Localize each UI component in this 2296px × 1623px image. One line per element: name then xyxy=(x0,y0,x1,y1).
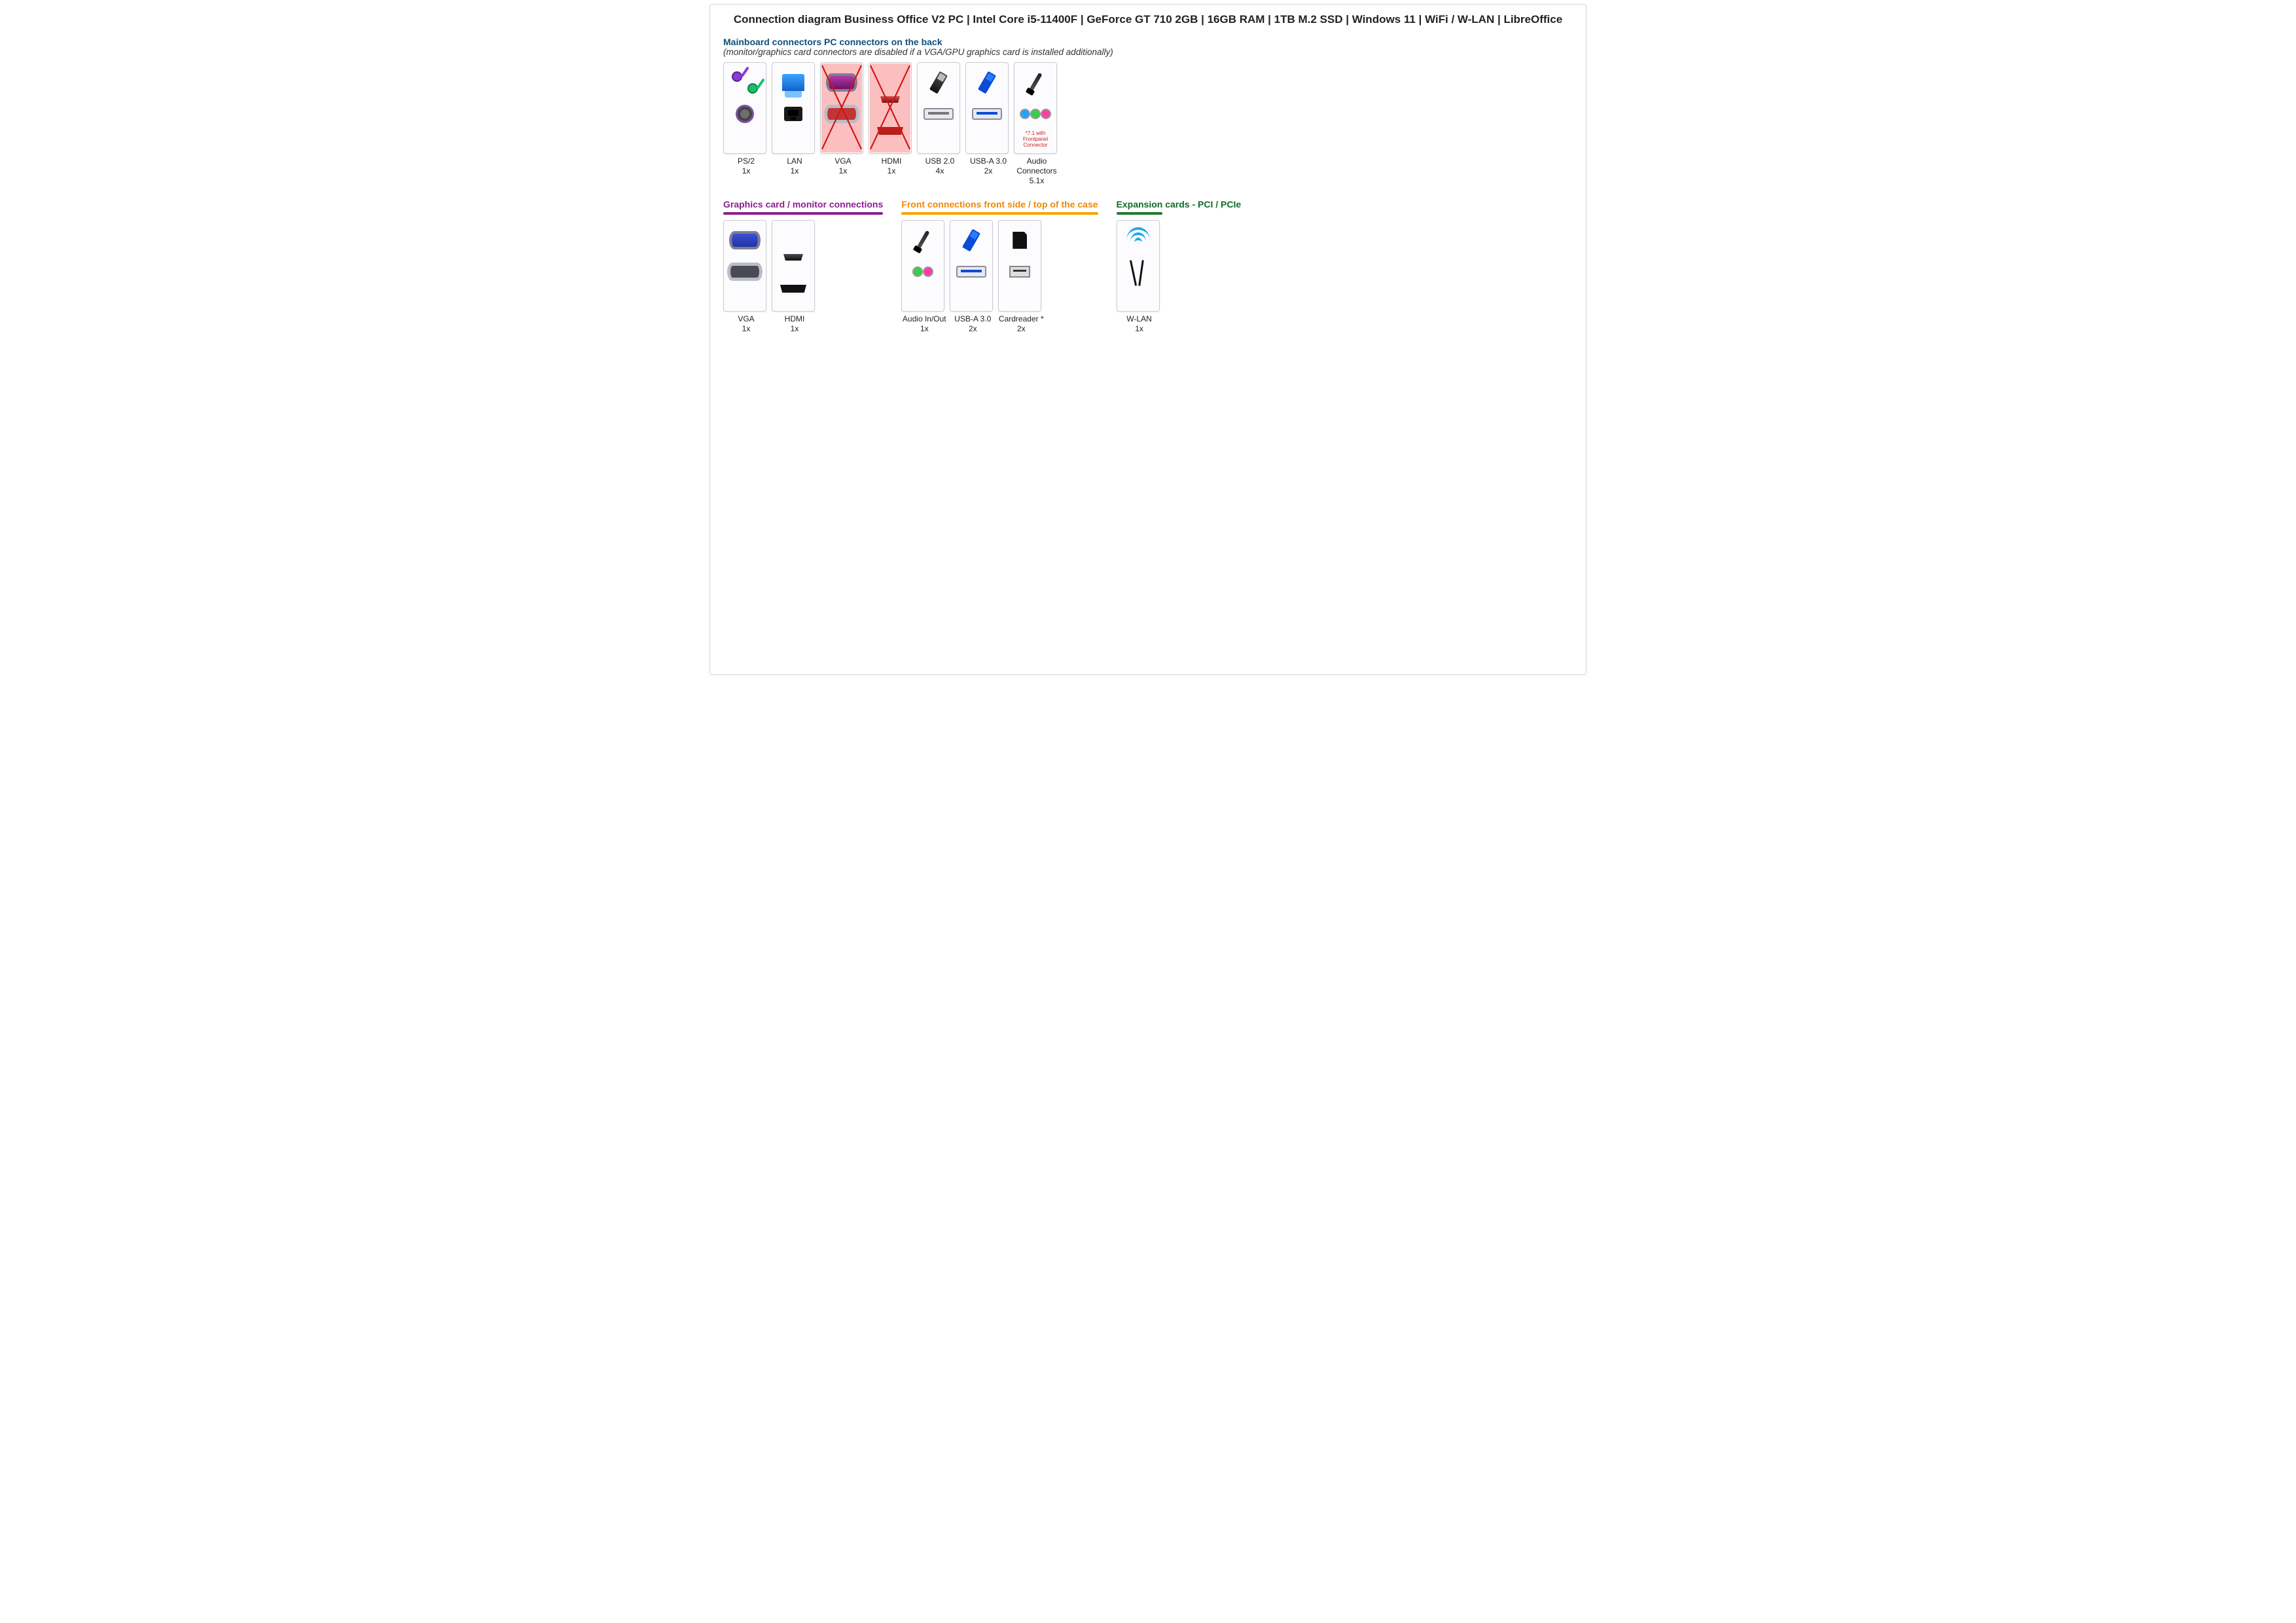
front-audio: Audio In/Out 1x xyxy=(901,220,947,334)
pci-wlan: W-LAN 1x xyxy=(1117,220,1162,334)
sd-card-icon xyxy=(1013,232,1027,249)
usb2-plug-icon xyxy=(929,71,948,94)
audio-note: *7.1 with Frontpanel Connector xyxy=(1016,130,1055,151)
connector-usb2: USB 2.0 4x xyxy=(917,62,963,186)
vga-port-icon xyxy=(730,266,759,278)
front-card-label: Cardreader * xyxy=(999,314,1044,323)
gpu-hdmi-count: 1x xyxy=(772,324,817,334)
vga-label: VGA xyxy=(834,156,851,166)
usb3-label: USB-A 3.0 xyxy=(970,156,1007,166)
front-usb3-count: 2x xyxy=(950,324,996,334)
front-usb3: USB-A 3.0 2x xyxy=(950,220,996,334)
connector-usb3: USB-A 3.0 2x xyxy=(965,62,1011,186)
front-card-count: 2x xyxy=(998,324,1044,334)
connector-audio: *7.1 with Frontpanel Connector Audio Con… xyxy=(1014,62,1060,186)
section-mainboard: Mainboard connectors PC connectors on th… xyxy=(723,37,1573,186)
front-bar xyxy=(901,212,1098,215)
hdmi-label: HDMI xyxy=(882,156,902,166)
rj45-plug-icon xyxy=(782,74,804,91)
trs-plug-icon xyxy=(916,230,930,251)
lower-sections: Graphics card / monitor connections VGA … xyxy=(723,199,1573,347)
antenna-icon xyxy=(1127,257,1149,286)
audio-jack-icon xyxy=(914,268,922,276)
connector-ps2: PS/2 1x xyxy=(723,62,769,186)
vga-port-icon xyxy=(827,108,856,120)
vga-plug-icon xyxy=(732,234,758,247)
vga-count: 1x xyxy=(820,166,866,176)
trs-plug-icon xyxy=(1028,73,1042,93)
usb2-label: USB 2.0 xyxy=(925,156,955,166)
audio-jack-icon xyxy=(924,268,932,276)
audio-label: Audio Connectors xyxy=(1016,156,1056,175)
gpu-heading: Graphics card / monitor connections xyxy=(723,199,883,210)
front-heading: Front connections front side / top of th… xyxy=(901,199,1098,210)
audio-jack-icon xyxy=(1042,110,1050,118)
page-title: Connection diagram Business Office V2 PC… xyxy=(723,12,1573,27)
wlan-label: W-LAN xyxy=(1126,314,1151,323)
hdmi-port-icon xyxy=(877,127,903,135)
hdmi-port-icon xyxy=(780,285,806,293)
mainboard-row: PS/2 1x LAN 1x VGA xyxy=(723,62,1573,186)
ps2-port-icon xyxy=(736,105,754,123)
hdmi-plug-icon xyxy=(783,254,803,261)
vga-plug-icon xyxy=(829,76,855,89)
lan-label: LAN xyxy=(787,156,802,166)
usb3-count: 2x xyxy=(965,166,1011,176)
sd-slot-icon xyxy=(1009,266,1030,278)
gpu-hdmi: HDMI 1x xyxy=(772,220,817,334)
ps2-label: PS/2 xyxy=(738,156,755,166)
hdmi-count: 1x xyxy=(869,166,914,176)
usb3-plug-icon xyxy=(978,71,996,94)
connection-diagram-page: Connection diagram Business Office V2 PC… xyxy=(709,4,1587,675)
gpu-vga-label: VGA xyxy=(738,314,754,323)
mainboard-subheading: (monitor/graphics card connectors are di… xyxy=(723,47,1573,57)
audio-count: 5.1x xyxy=(1014,176,1060,186)
gpu-vga: VGA 1x xyxy=(723,220,769,334)
lan-count: 1x xyxy=(772,166,817,176)
usb3-plug-icon xyxy=(962,229,980,252)
mainboard-heading: Mainboard connectors PC connectors on th… xyxy=(723,37,1573,47)
gpu-vga-count: 1x xyxy=(723,324,769,334)
pci-heading: Expansion cards - PCI / PCIe xyxy=(1117,199,1242,210)
pci-bar xyxy=(1117,212,1162,215)
front-usb3-label: USB-A 3.0 xyxy=(954,314,991,323)
connector-vga-disabled: VGA 1x xyxy=(820,62,866,186)
wifi-icon xyxy=(1125,227,1151,253)
usb3-port-icon xyxy=(956,266,986,278)
ps2-count: 1x xyxy=(723,166,769,176)
front-audio-label: Audio In/Out xyxy=(903,314,946,323)
front-cardreader: Cardreader * 2x xyxy=(998,220,1044,334)
audio-jack-icon xyxy=(1021,110,1029,118)
connector-hdmi-disabled: HDMI 1x xyxy=(869,62,914,186)
hdmi-plug-icon xyxy=(880,96,900,103)
gpu-bar xyxy=(723,212,883,215)
usb3-port-icon xyxy=(972,108,1002,120)
front-audio-count: 1x xyxy=(901,324,947,334)
section-front: Front connections front side / top of th… xyxy=(901,199,1098,334)
section-gpu: Graphics card / monitor connections VGA … xyxy=(723,199,883,334)
ps2-plug-icon xyxy=(732,71,758,94)
usb2-count: 4x xyxy=(917,166,963,176)
usb2-port-icon xyxy=(924,108,954,120)
wlan-count: 1x xyxy=(1117,324,1162,334)
lan-port-icon xyxy=(784,107,802,121)
connector-lan: LAN 1x xyxy=(772,62,817,186)
gpu-hdmi-label: HDMI xyxy=(785,314,805,323)
section-pci: Expansion cards - PCI / PCIe W-LAN 1x xyxy=(1117,199,1242,334)
audio-jack-icon xyxy=(1031,110,1039,118)
